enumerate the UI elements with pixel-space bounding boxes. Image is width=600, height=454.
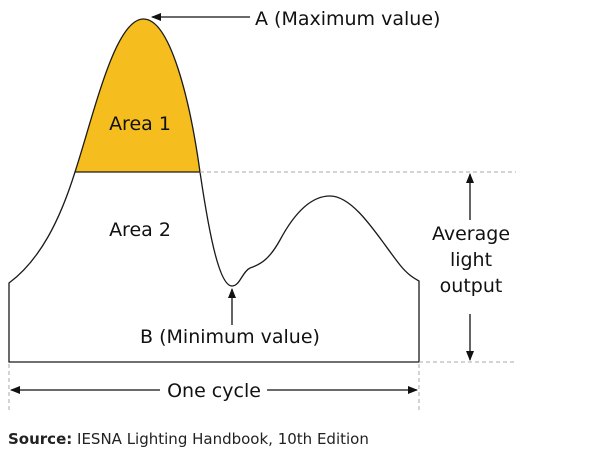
min-label: B (Minimum value): [140, 326, 320, 348]
max-label: A (Maximum value): [255, 8, 440, 30]
area-2-shape: [9, 19, 419, 362]
cycle-label: One cycle: [167, 380, 261, 402]
average-label-line-3: output: [440, 275, 503, 297]
area-1-label: Area 1: [109, 113, 171, 135]
source-prefix: Source:: [8, 430, 73, 448]
area-2-label: Area 2: [109, 219, 171, 241]
average-label-line-2: light: [450, 249, 492, 271]
area-1-shape: [75, 18, 200, 172]
source-text: IESNA Lighting Handbook, 10th Edition: [77, 430, 369, 448]
light-curve-outline: [8, 18, 420, 363]
dashed-guides: [8, 171, 516, 410]
source-caption: Source: IESNA Lighting Handbook, 10th Ed…: [8, 430, 369, 448]
average-label-line-1: Average: [432, 223, 510, 245]
